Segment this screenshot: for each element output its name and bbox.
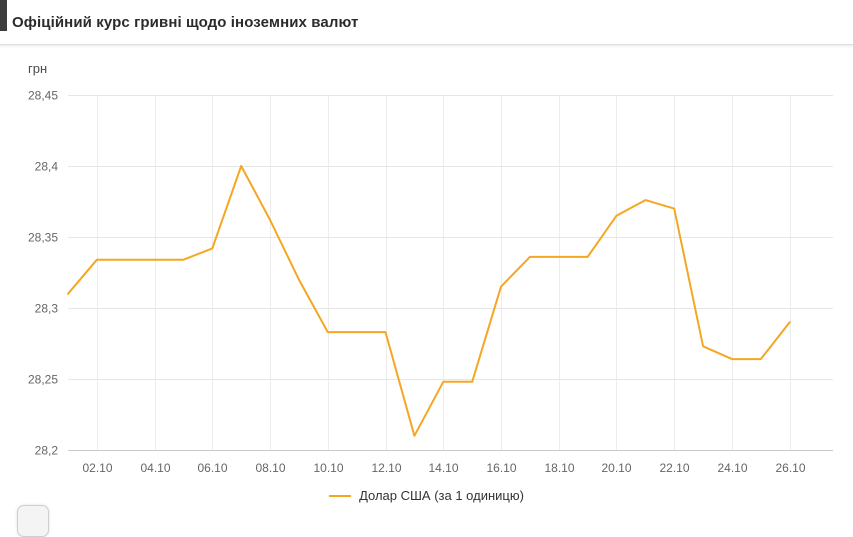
usd-exchange-rate-chart: грн 02.10 04.10 06.10 08.10 10.10 12.10 14.10 1…	[0, 45, 853, 524]
legend-line-swatch	[329, 494, 352, 497]
x-tick-label: 18.10	[544, 461, 574, 475]
y-tick-label: 28,35	[28, 231, 58, 245]
x-tick-label: 16.10	[486, 461, 516, 475]
x-tick-label: 14.10	[428, 461, 458, 475]
x-tick-label: 22.10	[659, 461, 689, 475]
x-tick-label: 10.10	[313, 461, 343, 475]
x-tick-label: 26.10	[775, 461, 805, 475]
y-tick-label: 28,2	[35, 444, 59, 458]
page-header: Офіційний курс гривні щодо іноземних вал…	[0, 0, 853, 45]
x-tick-label: 06.10	[197, 461, 227, 475]
legend-label: Долар США (за 1 одиницю)	[359, 488, 524, 503]
page-title: Офіційний курс гривні щодо іноземних вал…	[12, 13, 359, 31]
y-tick-label: 28,45	[28, 89, 58, 103]
y-tick-label: 28,4	[35, 160, 59, 174]
usd-series-line[interactable]	[67, 165, 791, 437]
bottom-left-widget-fragment[interactable]	[17, 505, 49, 537]
chart-legend[interactable]: Долар США (за 1 одиницю)	[0, 488, 853, 503]
y-tick-label: 28,3	[35, 302, 59, 316]
chart-canvas[interactable]: 02.10 04.10 06.10 08.10 10.10 12.10 14.10 16.10…	[0, 45, 853, 524]
gridlines	[68, 95, 833, 451]
x-tick-label: 20.10	[601, 461, 631, 475]
x-tick-label: 02.10	[82, 461, 112, 475]
x-tick-label: 04.10	[140, 461, 170, 475]
x-tick-label: 08.10	[255, 461, 285, 475]
x-tick-label: 24.10	[717, 461, 747, 475]
x-tick-label: 12.10	[371, 461, 401, 475]
y-tick-label: 28,25	[28, 373, 58, 387]
left-edge-fragment	[0, 0, 7, 31]
y-axis-unit-label: грн	[28, 61, 48, 76]
axis-labels: 02.10 04.10 06.10 08.10 10.10 12.10 14.10 16.10…	[28, 89, 806, 476]
